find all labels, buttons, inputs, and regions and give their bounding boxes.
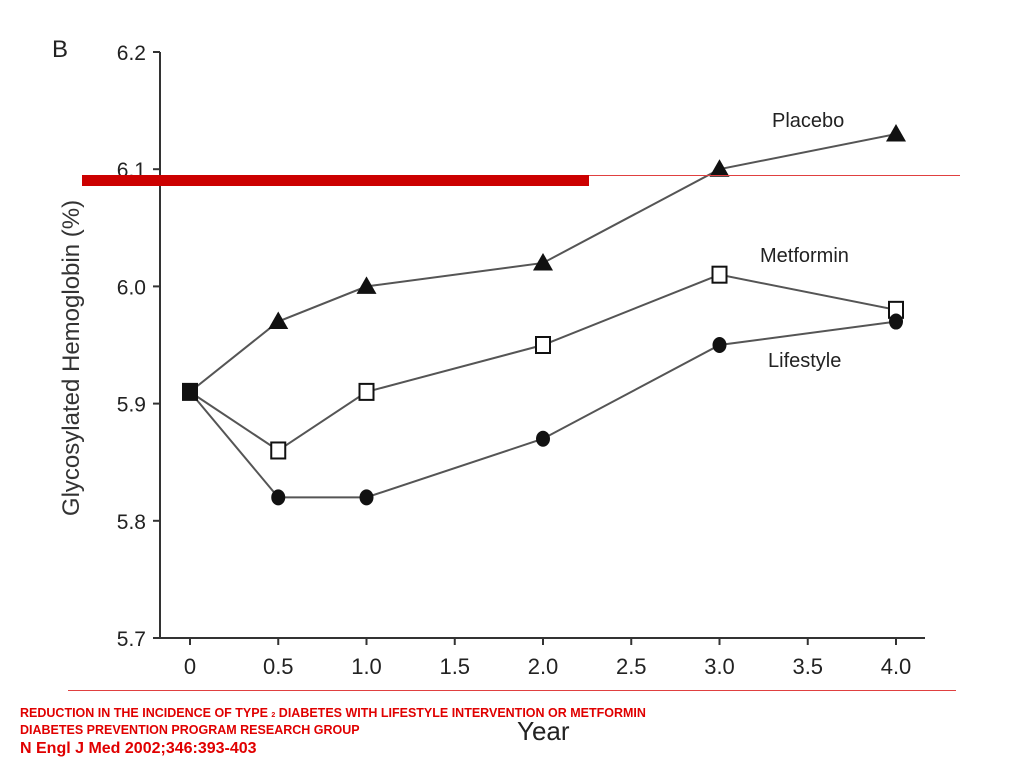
x-tick-label: 4.0 [881, 654, 912, 679]
y-axis-label: Glycosylated Hemoglobin (%) [58, 199, 85, 517]
point-lifestyle [271, 489, 286, 506]
point-placebo [886, 124, 906, 142]
x-tick-label: 2.0 [528, 654, 559, 679]
point-lifestyle [889, 313, 903, 330]
x-tick-label: 2.5 [616, 654, 647, 679]
bottom-rule [68, 690, 956, 691]
point-baseline [182, 382, 198, 401]
series-label-placebo: Placebo [772, 110, 845, 132]
x-tick-label: 3.0 [704, 654, 735, 679]
series-markers [182, 124, 906, 506]
y-tick-label: 5.7 [117, 628, 146, 651]
y-tick-label: 5.9 [117, 394, 146, 417]
series-line-lifestyle [189, 320, 897, 499]
point-lifestyle [712, 337, 727, 353]
panel-letter: B [52, 36, 69, 63]
x-axis-label: Year [517, 716, 570, 746]
x-tick-label: 1.5 [439, 654, 470, 679]
caption-title: REDUCTION IN THE INCIDENCE OF TYPE 2 DIA… [20, 706, 646, 720]
series-line-metformin [189, 273, 897, 452]
point-metformin [535, 336, 551, 354]
x-tick-label: 3.5 [792, 654, 823, 679]
point-metformin [711, 265, 728, 284]
y-tick-label: 6.0 [117, 276, 146, 299]
series-lines [189, 133, 897, 499]
x-tick-label: 1.0 [351, 654, 382, 679]
point-lifestyle [536, 430, 550, 447]
point-placebo [356, 276, 377, 294]
point-placebo [268, 311, 289, 330]
point-metformin [270, 441, 287, 460]
y-tick-label: 6.2 [117, 42, 146, 65]
highlight-rule [589, 175, 960, 176]
series-label-lifestyle: Lifestyle [768, 350, 842, 372]
point-lifestyle [359, 489, 374, 506]
caption-group: DIABETES PREVENTION PROGRAM RESEARCH GRO… [20, 723, 360, 737]
highlight-bar [82, 175, 589, 186]
point-placebo [709, 159, 730, 177]
series-line-placebo [189, 133, 897, 393]
point-metformin [358, 382, 375, 401]
x-tick-label: 0 [184, 654, 196, 679]
point-placebo [533, 252, 553, 271]
caption-citation: N Engl J Med 2002;346:393-403 [20, 740, 257, 757]
axes: 5.75.85.96.06.16.20 0.5 1.0 1.5 2.0 2.5 3.0 3.5… [117, 42, 925, 679]
x-tick-label: 0.5 [263, 654, 294, 679]
series-label-metformin: Metformin [760, 245, 849, 267]
y-tick-label: 5.8 [117, 511, 146, 534]
